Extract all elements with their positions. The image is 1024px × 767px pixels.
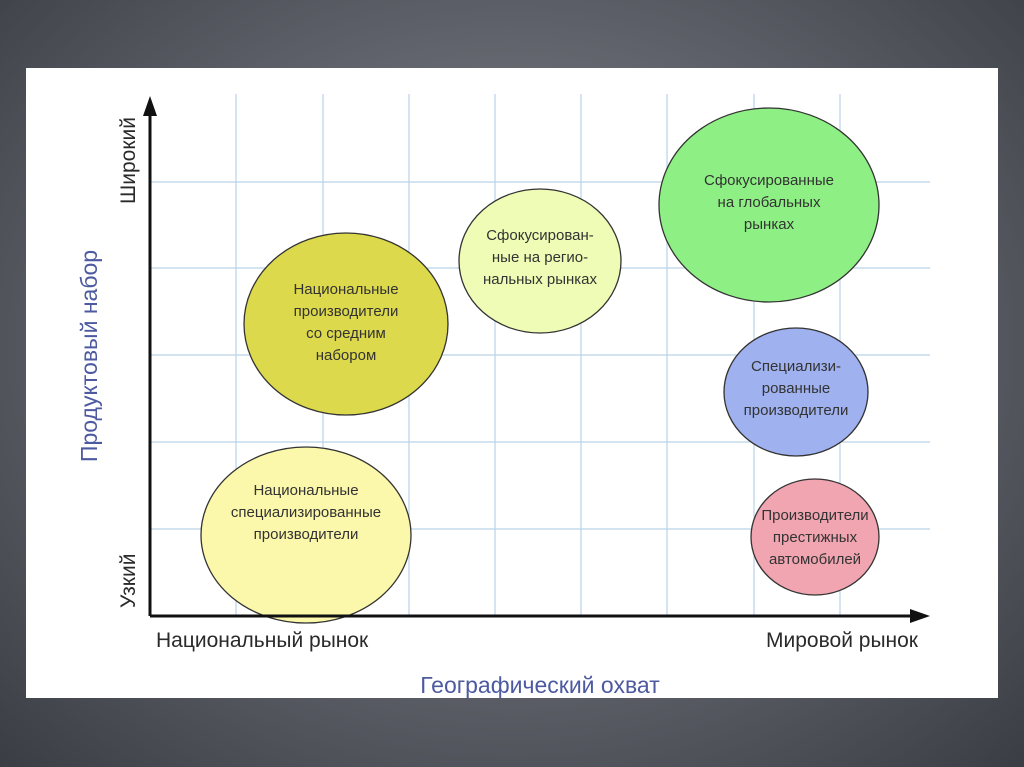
bubble-4: Специализи-рованные производители — [723, 327, 869, 457]
bubble-5: Национальные специализированные производит… — [200, 446, 412, 624]
axes — [143, 96, 930, 623]
bubble-label-line: нальных рынках — [483, 271, 598, 288]
bubble-2: Сфокусирован-ные на регио-нальных рынках — [458, 188, 622, 334]
x-axis-right-label: Мировой рынок — [766, 629, 919, 652]
y-axis-bottom-label: Узкий — [117, 554, 140, 608]
y-axis-arrow — [143, 96, 157, 116]
bubble-label-line: специализированные — [231, 504, 381, 521]
bubbles: Национальные производители со средним набор… — [200, 107, 880, 624]
bubble-label-line: со средним — [306, 325, 386, 342]
bubble-ellipse — [200, 446, 412, 624]
bubble-label-line: Производители — [761, 507, 868, 524]
bubble-label-line: Сфокусированные — [704, 172, 834, 189]
bubble-label-line: Специализи- — [751, 358, 841, 375]
bubble-label-line: производители — [254, 526, 359, 543]
bubble-3: Сфокусированные на глобальных рынках — [658, 107, 880, 303]
bubble-label-line: рынках — [744, 216, 795, 233]
bubble-ellipse — [750, 478, 880, 596]
bubble-label-line: престижных — [773, 529, 858, 546]
bubble-ellipse — [723, 327, 869, 457]
y-axis-title: Продуктовый набор — [76, 250, 102, 462]
x-axis-arrow — [910, 609, 930, 623]
bubble-ellipse — [458, 188, 622, 334]
positioning-diagram: Национальные производители со средним набор… — [76, 94, 930, 698]
bubble-6: Производители престижных автомобилей — [750, 478, 880, 596]
bubble-label-line: Сфокусирован- — [486, 227, 594, 244]
bubble-label-line: производители — [294, 303, 399, 320]
y-axis-top-label: Широкий — [117, 117, 140, 204]
bubble-label-line: Национальные — [293, 281, 398, 298]
bubble-ellipse — [243, 232, 449, 416]
bubble-label-line: набором — [316, 347, 377, 364]
bubble-label-line: Национальные — [253, 482, 358, 499]
bubble-label-line: производители — [744, 402, 849, 419]
bubble-label-line: на глобальных — [718, 194, 821, 211]
bubble-1: Национальные производители со средним набор… — [243, 232, 449, 416]
x-axis-left-label: Национальный рынок — [156, 629, 369, 652]
bubble-ellipse — [658, 107, 880, 303]
bubble-label-line: автомобилей — [769, 551, 861, 568]
x-axis-title: Географический охват — [420, 672, 660, 698]
bubble-label-line: ные на регио- — [492, 249, 588, 266]
slide: Национальные производители со средним набор… — [26, 68, 998, 698]
bubble-label-line: рованные — [762, 380, 831, 397]
